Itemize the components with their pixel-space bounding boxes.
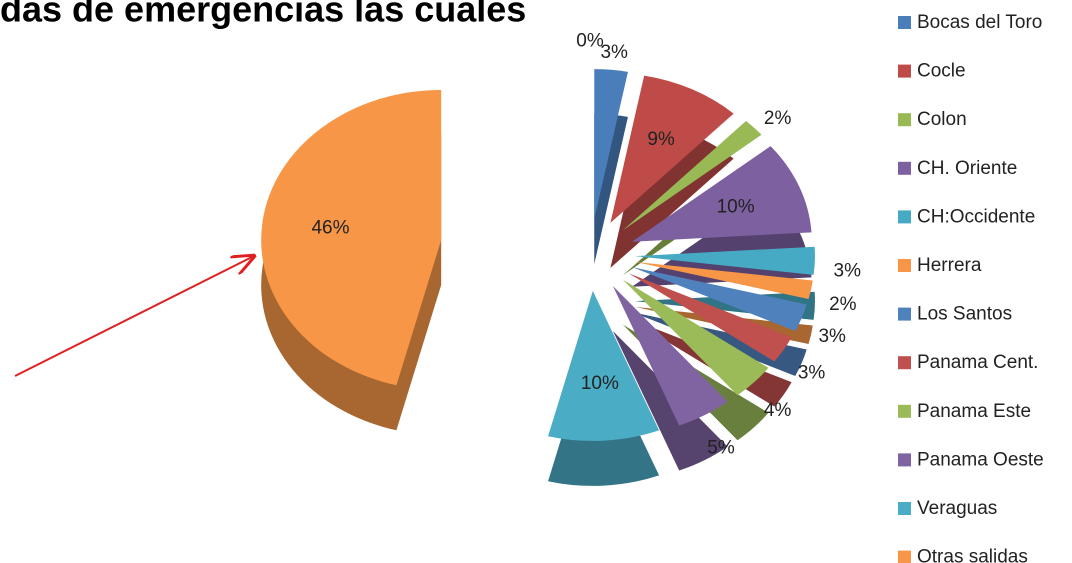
- legend-label: Otras salidas: [917, 547, 1028, 563]
- data-label: 10%: [581, 373, 619, 394]
- legend-label: Bocas del Toro: [917, 12, 1042, 33]
- legend-label: CH:Occidente: [917, 206, 1035, 227]
- legend-swatch: [898, 502, 911, 515]
- data-label: 4%: [764, 400, 792, 421]
- legend-label: Panama Oeste: [917, 449, 1044, 470]
- legend-label: Cocle: [917, 61, 966, 82]
- data-label: 2%: [764, 108, 792, 129]
- pie-tops: [261, 69, 815, 441]
- data-label: 10%: [717, 197, 755, 218]
- data-label: 0%: [576, 31, 604, 52]
- legend-label: CH. Oriente: [917, 158, 1017, 179]
- data-label: 9%: [647, 129, 675, 150]
- pie-slice: [622, 279, 769, 396]
- legend-label: Veraguas: [917, 498, 997, 519]
- pie-slice: [632, 267, 807, 332]
- data-label: 3%: [600, 42, 628, 63]
- data-label: 5%: [707, 437, 735, 458]
- data-label: 2%: [829, 294, 857, 315]
- legend-swatch: [898, 16, 911, 29]
- data-labels: 0%3%9%2%10%3%2%3%3%4%5%10%46%: [311, 31, 861, 459]
- data-label: 3%: [818, 326, 846, 347]
- data-label: 46%: [311, 217, 349, 238]
- legend-label: Panama Este: [917, 401, 1031, 422]
- pie-slice: [594, 69, 628, 220]
- annotation-arrow: [14, 256, 254, 377]
- pie-slice: [261, 89, 442, 386]
- legend-label: Panama Cent.: [917, 352, 1038, 373]
- pie-slice: [548, 290, 660, 441]
- legend-swatch: [898, 161, 911, 175]
- legend-label: Los Santos: [917, 304, 1012, 325]
- legend-swatch: [898, 453, 911, 467]
- legend-label: Colon: [917, 109, 967, 130]
- legend-label: Herrera: [917, 255, 982, 276]
- legend-swatch: [898, 113, 911, 127]
- legend: Bocas del Toro Cocle Colon CH. Oriente CH:Oc…: [898, 12, 1044, 563]
- chart-title: das de emergencias las cuales: [0, 0, 526, 30]
- legend-swatch: [898, 210, 911, 224]
- legend-swatch: [898, 356, 911, 370]
- pie-slice: [610, 75, 734, 223]
- data-label: 3%: [834, 261, 862, 282]
- pie-slice: [631, 146, 812, 242]
- legend-swatch: [898, 404, 911, 418]
- pie-slice: [634, 261, 813, 300]
- legend-swatch: [898, 259, 911, 272]
- legend-swatch: [898, 307, 911, 321]
- legend-swatch: [898, 550, 911, 563]
- data-label: 3%: [798, 362, 826, 383]
- legend-swatch: [898, 64, 911, 78]
- pie-slice: [622, 121, 762, 231]
- pie-slice: [628, 273, 792, 362]
- pie-slice: [634, 246, 815, 275]
- pie-slice: [612, 285, 728, 426]
